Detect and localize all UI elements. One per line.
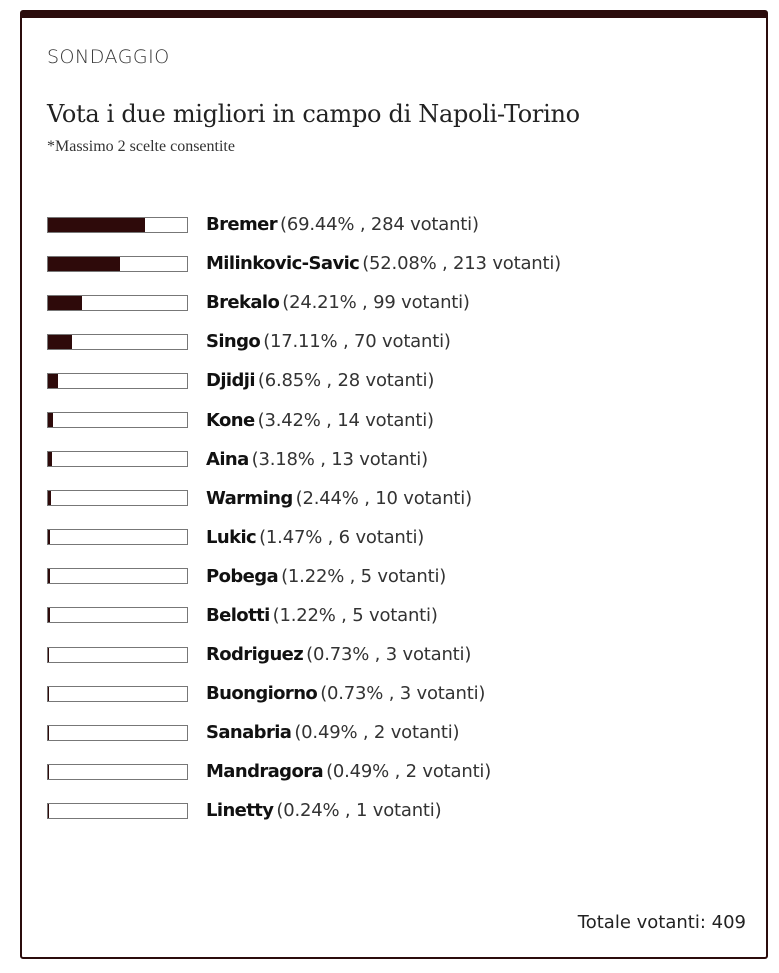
option-row: Bremer (69.44% , 284 votanti) xyxy=(47,205,561,244)
option-detail: (0.24% , 1 votanti) xyxy=(276,800,442,822)
option-detail: (3.42% , 14 votanti) xyxy=(257,409,434,431)
option-detail: (0.49% , 2 votanti) xyxy=(326,761,492,783)
poll-title: Vota i due migliori in campo di Napoli-T… xyxy=(47,100,580,128)
option-detail: (1.22% , 5 votanti) xyxy=(281,565,447,587)
bar-fill xyxy=(48,413,53,428)
bar-track xyxy=(47,802,188,819)
option-name: Kone xyxy=(206,409,255,431)
bar-fill xyxy=(48,686,49,701)
option-name: Belotti xyxy=(206,604,270,626)
option-detail: (1.22% , 5 votanti) xyxy=(272,604,438,626)
option-detail: (1.47% , 6 votanti) xyxy=(259,526,425,548)
total-value: 409 xyxy=(711,912,746,933)
options-list: Bremer (69.44% , 284 votanti) Milinkovic-S… xyxy=(47,205,561,831)
bar-fill xyxy=(48,256,121,271)
option-name: Buongiorno xyxy=(206,683,318,705)
bar-fill xyxy=(48,530,51,545)
option-detail: (0.73% , 3 votanti) xyxy=(306,644,472,666)
poll-card: SONDAGGIO Vota i due migliori in campo d… xyxy=(20,10,768,959)
option-name: Rodriguez xyxy=(206,644,304,666)
option-row: Rodriguez (0.73% , 3 votanti) xyxy=(47,635,561,674)
option-row: Buongiorno (0.73% , 3 votanti) xyxy=(47,674,561,713)
bar-fill xyxy=(48,217,145,232)
bar-track xyxy=(47,294,188,311)
total-label: Totale votanti: xyxy=(577,912,706,933)
option-name: Bremer xyxy=(206,214,278,236)
bar-track xyxy=(47,685,188,702)
bar-fill xyxy=(48,334,72,349)
option-name: Sanabria xyxy=(206,722,292,744)
option-name: Aina xyxy=(206,448,249,470)
bar-fill xyxy=(48,373,58,388)
option-name: Milinkovic-Savic xyxy=(206,253,360,275)
option-name: Brekalo xyxy=(206,292,280,314)
poll-note: *Massimo 2 scelte consentite xyxy=(47,138,235,155)
total: Totale votanti: 409 xyxy=(578,912,746,933)
option-detail: (2.44% , 10 votanti) xyxy=(295,487,472,509)
kicker: SONDAGGIO xyxy=(47,46,170,68)
bar-track xyxy=(47,724,188,741)
bar-track xyxy=(47,216,188,233)
bar-track xyxy=(47,568,188,585)
option-row: Warming (2.44% , 10 votanti) xyxy=(47,479,561,518)
option-detail: (52.08% , 213 votanti) xyxy=(362,253,561,275)
bar-fill xyxy=(48,803,49,818)
option-row: Aina (3.18% , 13 votanti) xyxy=(47,440,561,479)
option-name: Linetty xyxy=(206,800,274,822)
option-row: Mandragora (0.49% , 2 votanti) xyxy=(47,752,561,791)
option-row: Belotti (1.22% , 5 votanti) xyxy=(47,596,561,635)
option-row: Pobega (1.22% , 5 votanti) xyxy=(47,557,561,596)
option-row: Sanabria (0.49% , 2 votanti) xyxy=(47,713,561,752)
bar-fill xyxy=(48,725,49,740)
bar-track xyxy=(47,607,188,624)
option-name: Mandragora xyxy=(206,761,324,783)
bar-fill xyxy=(48,764,49,779)
bar-fill xyxy=(48,608,50,623)
option-detail: (24.21% , 99 votanti) xyxy=(282,292,470,314)
bar-track xyxy=(47,451,188,468)
bar-track xyxy=(47,412,188,429)
option-row: Djidji (6.85% , 28 votanti) xyxy=(47,361,561,400)
bar-track xyxy=(47,529,188,546)
option-row: Linetty (0.24% , 1 votanti) xyxy=(47,791,561,830)
option-detail: (17.11% , 70 votanti) xyxy=(263,331,451,353)
option-name: Djidji xyxy=(206,370,256,392)
option-row: Lukic (1.47% , 6 votanti) xyxy=(47,518,561,557)
option-detail: (6.85% , 28 votanti) xyxy=(257,370,435,392)
bar-fill xyxy=(48,452,53,467)
option-row: Milinkovic-Savic (52.08% , 213 votanti) xyxy=(47,244,561,283)
bar-track xyxy=(47,255,188,272)
bar-fill xyxy=(48,491,52,506)
option-name: Warming xyxy=(206,487,293,509)
option-row: Brekalo (24.21% , 99 votanti) xyxy=(47,283,561,322)
option-name: Lukic xyxy=(206,526,257,548)
bar-track xyxy=(47,490,188,507)
bar-track xyxy=(47,763,188,780)
bar-fill xyxy=(48,569,50,584)
bar-track xyxy=(47,646,188,663)
option-detail: (0.49% , 2 votanti) xyxy=(294,722,460,744)
bar-track xyxy=(47,333,188,350)
option-detail: (3.18% , 13 votanti) xyxy=(251,448,428,470)
bar-fill xyxy=(48,295,82,310)
option-row: Kone (3.42% , 14 votanti) xyxy=(47,400,561,439)
option-name: Pobega xyxy=(206,565,279,587)
option-name: Singo xyxy=(206,331,261,353)
bar-track xyxy=(47,372,188,389)
option-row: Singo (17.11% , 70 votanti) xyxy=(47,322,561,361)
option-detail: (0.73% , 3 votanti) xyxy=(320,683,486,705)
option-detail: (69.44% , 284 votanti) xyxy=(280,214,479,236)
bar-fill xyxy=(48,647,49,662)
